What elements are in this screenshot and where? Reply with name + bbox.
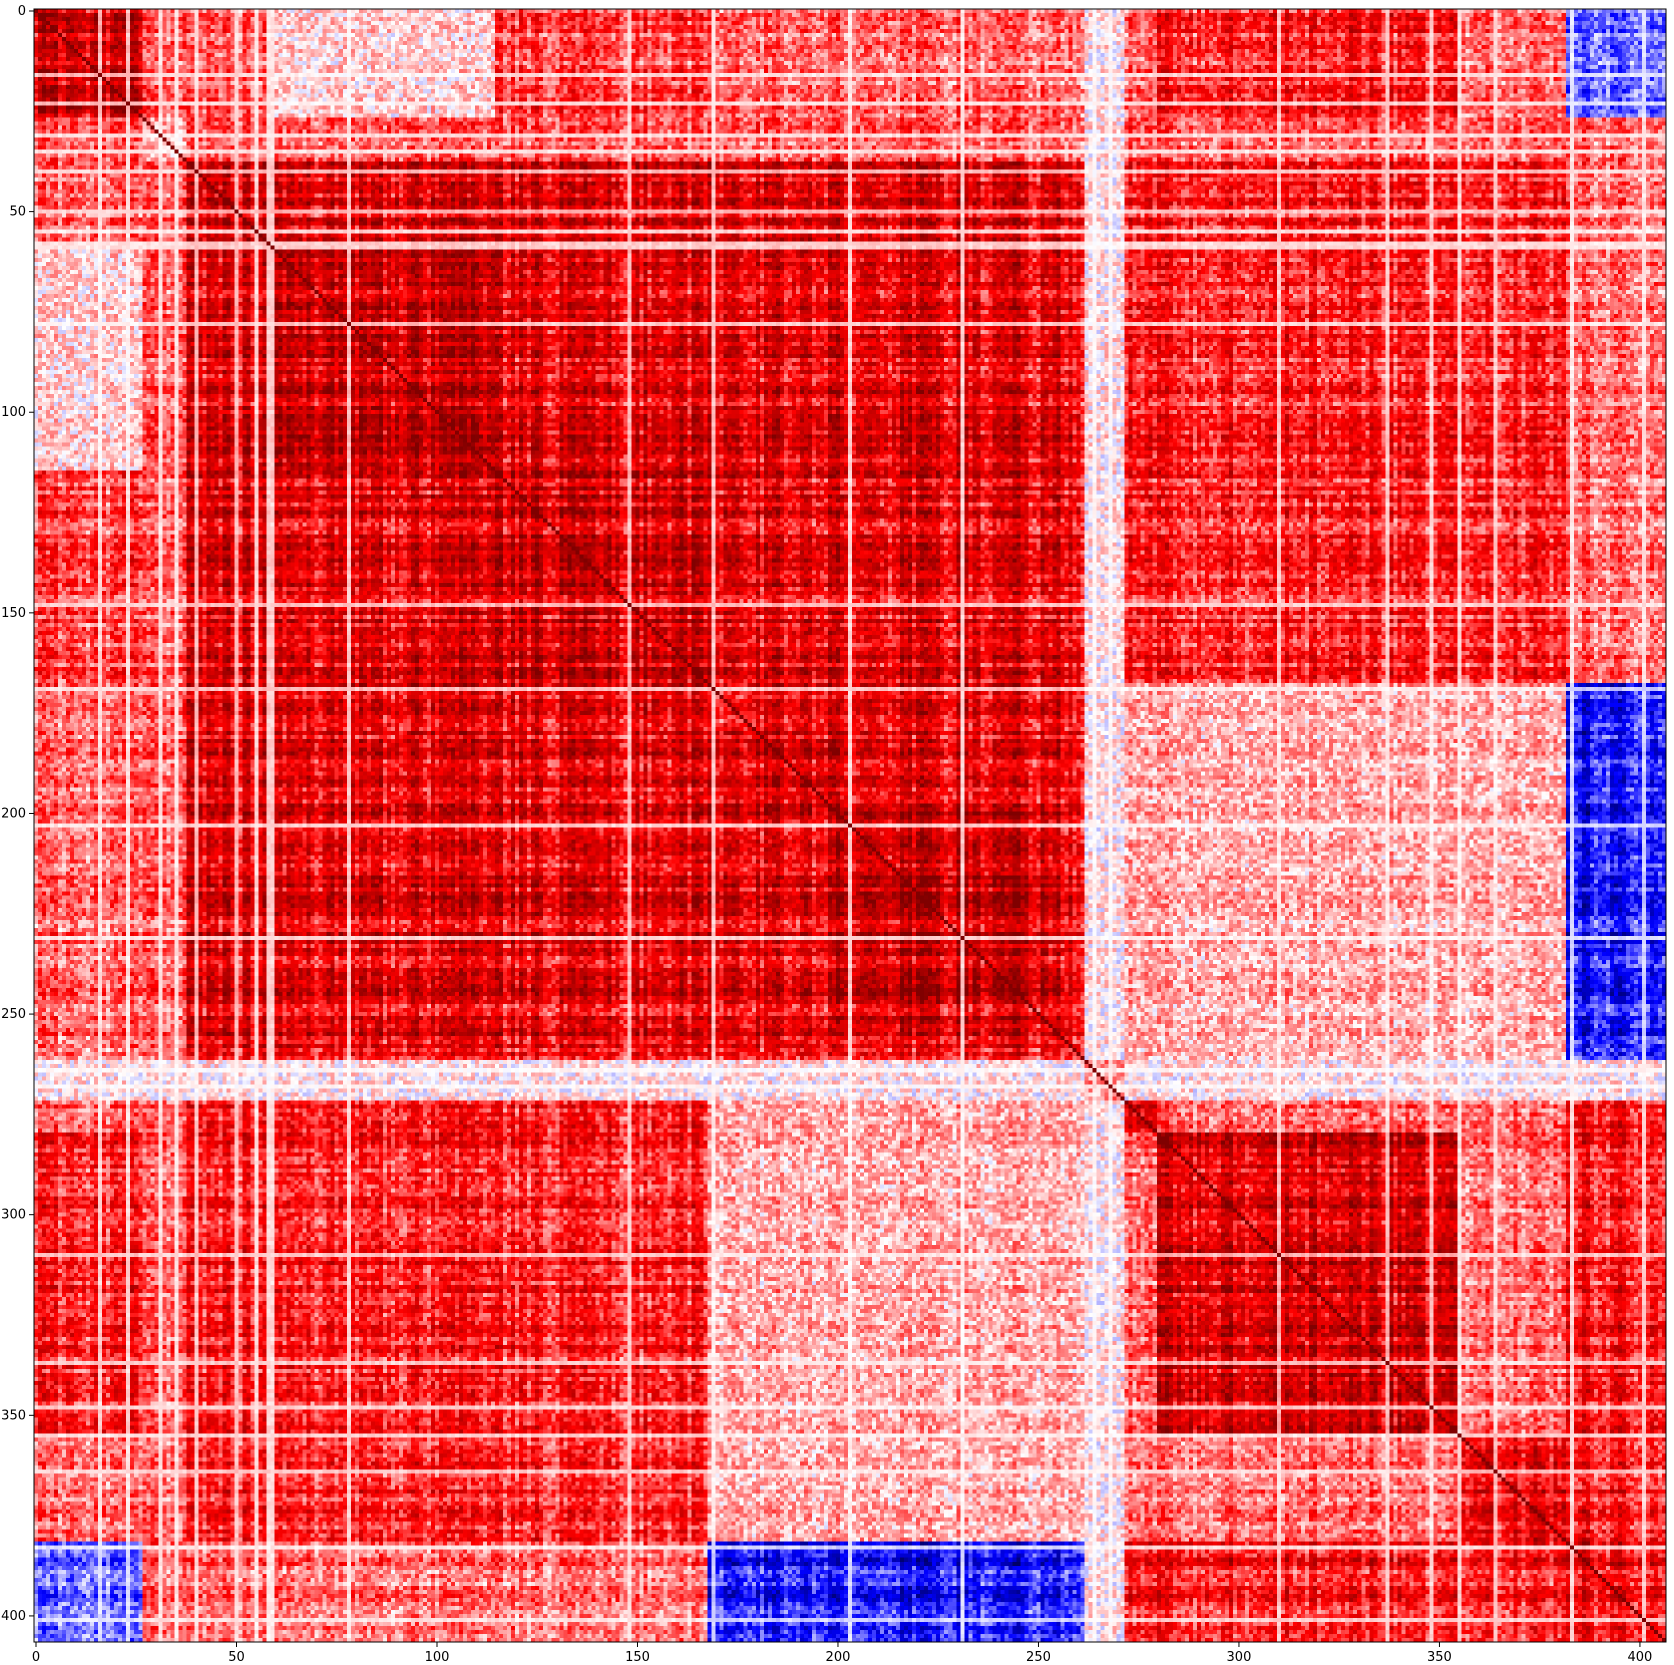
y-tick-label: 150 <box>1 606 26 621</box>
y-tick-label: 350 <box>1 1408 26 1423</box>
plot-frame <box>33 8 1667 1643</box>
heatmap-image-container <box>34 9 1666 1642</box>
y-tick-label: 300 <box>1 1208 26 1223</box>
y-tick-label: 50 <box>9 205 26 220</box>
x-tick-label: 350 <box>1427 1650 1452 1665</box>
y-tick-label: 250 <box>1 1007 26 1022</box>
y-axis: 0 50 100 150 200 250 300 350 400 <box>1 4 34 1624</box>
x-tick-label: 250 <box>1026 1650 1051 1665</box>
y-tick-label: 400 <box>1 1609 26 1624</box>
x-tick-label: 150 <box>625 1650 650 1665</box>
x-tick-label: 300 <box>1227 1650 1252 1665</box>
heatmap-cells <box>34 9 1666 1642</box>
y-tick-label: 200 <box>1 806 26 821</box>
x-tick-label: 0 <box>32 1650 40 1665</box>
y-tick-label: 0 <box>18 4 26 19</box>
plot-area <box>33 8 1667 1643</box>
x-tick-label: 50 <box>228 1650 245 1665</box>
x-axis: 0 50 100 150 200 250 300 350 400 <box>32 1642 1652 1665</box>
x-tick-label: 200 <box>826 1650 851 1665</box>
x-tick-label: 100 <box>425 1650 450 1665</box>
x-tick-label: 400 <box>1628 1650 1653 1665</box>
y-tick-label: 100 <box>1 405 26 420</box>
